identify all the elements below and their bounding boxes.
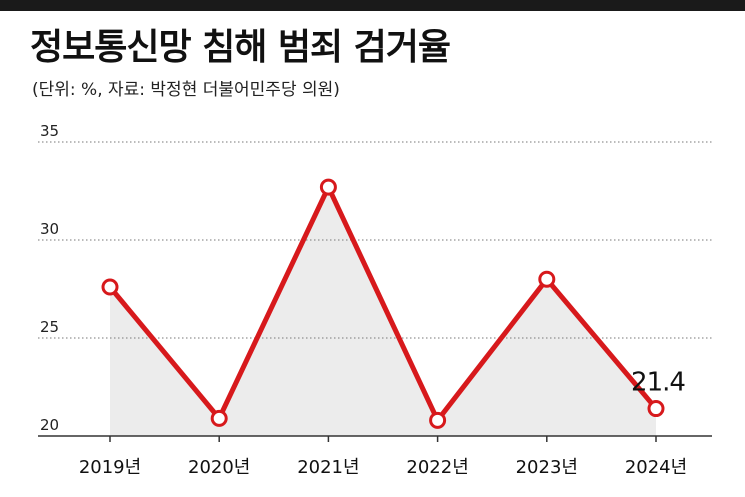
- x-tick-label: 2021년: [297, 457, 359, 478]
- x-tick-label: 2020년: [188, 457, 250, 478]
- area-fill: [110, 187, 656, 436]
- data-point: [101, 278, 119, 296]
- series-line: [107, 184, 659, 423]
- x-tick-label: 2019년: [79, 457, 141, 478]
- y-tick-label: 30: [40, 220, 59, 238]
- data-point: [319, 178, 337, 196]
- data-point: [647, 400, 665, 418]
- data-label: 21.4: [631, 368, 685, 398]
- data-point: [429, 411, 447, 429]
- data-point: [210, 409, 228, 427]
- x-tick-label: 2022년: [406, 457, 468, 478]
- y-tick-label: 35: [40, 122, 59, 140]
- chart-title: 정보통신망 침해 범죄 검거율: [30, 27, 451, 68]
- y-tick-label: 25: [40, 318, 59, 336]
- x-tick-label: 2024년: [625, 457, 687, 478]
- x-tick-label: 2023년: [516, 457, 578, 478]
- top-bar: [0, 0, 745, 11]
- chart-subtitle: (단위: %, 자료: 박정현 더불어민주당 의원): [32, 80, 340, 100]
- data-point: [538, 270, 556, 288]
- y-tick-label: 20: [40, 416, 59, 434]
